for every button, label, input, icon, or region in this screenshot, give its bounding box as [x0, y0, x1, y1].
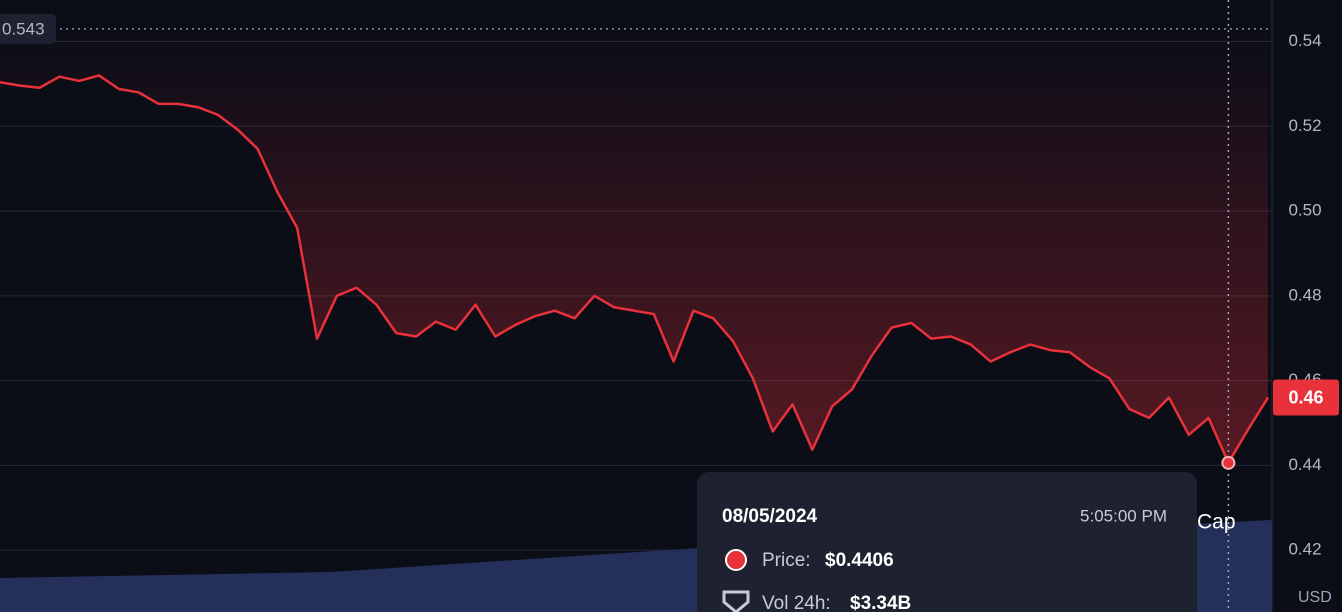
y-tick-label: 0.42	[1288, 540, 1321, 559]
currency-label: USD	[1298, 589, 1332, 606]
volume-icon	[722, 590, 750, 612]
overlay-text: Cap	[1197, 511, 1236, 534]
hover-point	[1221, 455, 1236, 470]
current-price: 0.46	[1288, 387, 1323, 407]
high-label: 0.543	[2, 19, 45, 38]
area-fill	[0, 28, 1268, 463]
y-tick-label: 0.44	[1288, 455, 1321, 474]
y-tick-label: 0.50	[1288, 201, 1321, 220]
tooltip-volume: $3.34B	[850, 593, 911, 612]
y-tick-label: 0.52	[1288, 116, 1321, 135]
tooltip-time: 5:05:00 PM	[1080, 506, 1167, 525]
tooltip-volume-label: Vol 24h:	[762, 593, 831, 612]
y-tick-label: 0.48	[1288, 285, 1321, 304]
tooltip-price: $0.4406	[825, 550, 894, 571]
y-tick-label: 0.54	[1288, 31, 1321, 50]
price-line	[0, 74, 1270, 465]
tooltip-box	[697, 472, 1197, 612]
price-icon	[725, 549, 747, 571]
current-price-box	[1273, 379, 1339, 416]
high-label-box	[0, 13, 56, 44]
tooltip: 08/05/2024 5:05:00 PM Price: $0.4406 Vol…	[697, 472, 1197, 612]
tooltip-price-label: Price:	[762, 550, 811, 571]
tooltip-date: 08/05/2024	[722, 506, 818, 527]
